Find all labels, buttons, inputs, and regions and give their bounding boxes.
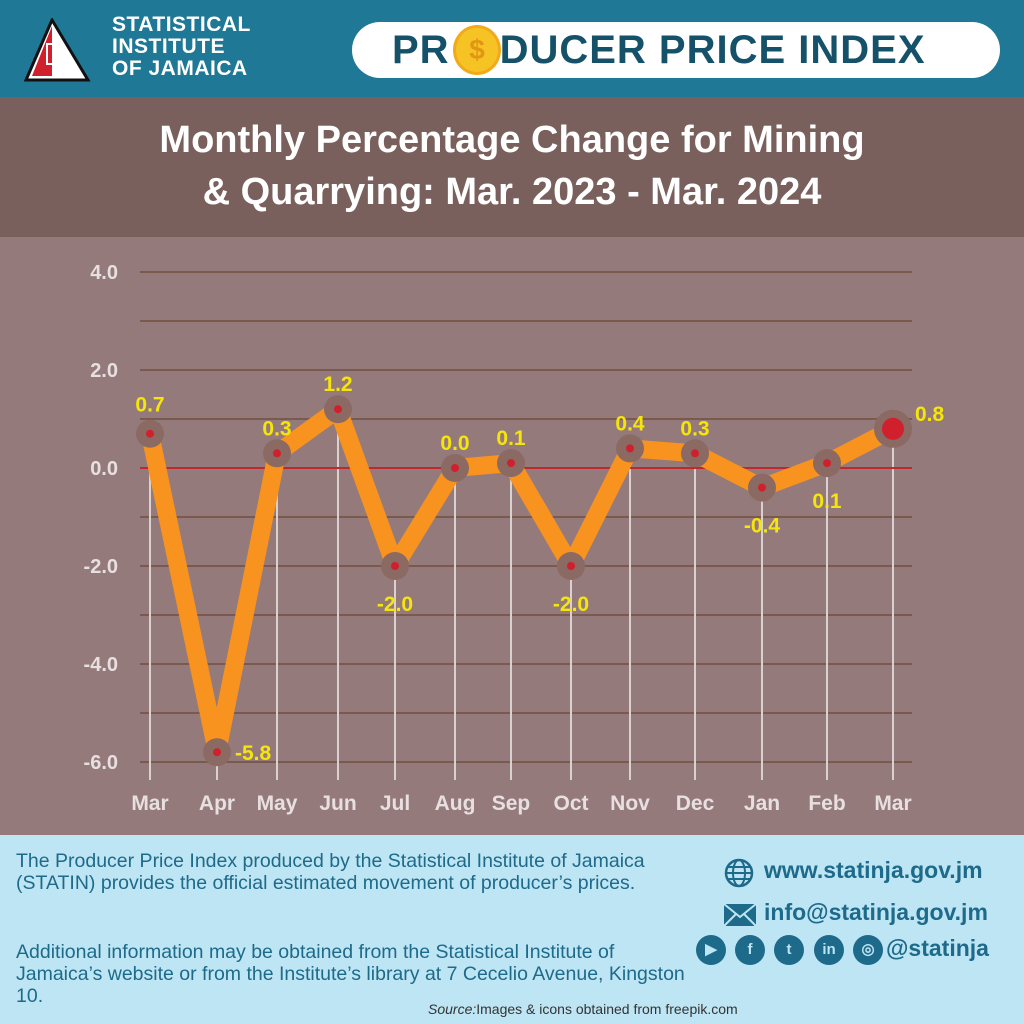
y-tick-label: 2.0 [90, 360, 118, 382]
footer-description: The Producer Price Index produced by the… [16, 850, 645, 894]
line-chart: 4.0 2.0 0.0 -2.0 -4.0 -6.0 0.7 Mar -5.8 Apr 0.3 May… [84, 262, 945, 815]
data-point [213, 748, 221, 757]
data-point [451, 464, 459, 472]
email-icon [723, 903, 757, 927]
data-point [273, 449, 281, 458]
data-point [567, 562, 575, 570]
x-tick-label: Jan [744, 792, 780, 815]
y-tick-label: -2.0 [84, 556, 118, 578]
source-note: Source:Images & icons obtained from free… [428, 1001, 738, 1017]
footer-info: Additional information may be obtained f… [16, 941, 685, 1007]
x-tick-label: Nov [610, 792, 650, 815]
data-label: 0.8 [915, 403, 945, 426]
header: STATISTICAL INSTITUTE OF JAMAICA PR DUCER… [0, 0, 1024, 97]
x-tick-label: Oct [553, 792, 588, 815]
data-point [507, 459, 515, 468]
data-label: 0.0 [440, 432, 469, 455]
data-point [691, 449, 699, 458]
banner-title: PR DUCER PRICE INDEX [392, 28, 926, 73]
banner-post: DUCER PRICE INDEX [499, 28, 926, 72]
x-tick-label: Sep [492, 792, 531, 815]
x-tick-label: Feb [808, 792, 845, 815]
data-label: -2.0 [377, 593, 413, 616]
instagram-icon[interactable]: ◎ [853, 935, 883, 965]
title-line: Monthly Percentage Change for Mining [159, 119, 865, 161]
data-label: 0.3 [680, 417, 709, 440]
social-handle[interactable]: @statinja [886, 935, 989, 961]
x-tick-label: Mar [874, 792, 911, 815]
banner-pill: PR DUCER PRICE INDEX $ [352, 22, 1000, 78]
x-tick-label: Aug [435, 792, 476, 815]
source-text: Images & icons obtained from freepik.com [476, 1001, 738, 1017]
data-label: 0.7 [135, 394, 164, 417]
org-line: STATISTICAL [112, 13, 251, 36]
data-point [146, 429, 154, 438]
youtube-icon[interactable]: ▶ [696, 935, 726, 965]
data-label: 0.1 [812, 490, 842, 513]
statin-logo [23, 18, 91, 82]
data-point [334, 405, 342, 414]
data-label: -2.0 [553, 593, 589, 616]
email-link[interactable]: info@statinja.gov.jm [764, 899, 988, 925]
data-point [626, 444, 634, 453]
x-tick-label: May [257, 792, 298, 815]
data-point [823, 459, 831, 468]
facebook-icon[interactable]: f [735, 935, 765, 965]
banner-pre: PR [392, 28, 450, 72]
data-label: 0.1 [496, 427, 526, 450]
coin-icon: $ [453, 25, 501, 75]
chart-title: Monthly Percentage Change for Mining & Q… [0, 97, 1024, 237]
x-tick-label: Jul [380, 792, 410, 815]
org-line: INSTITUTE [112, 35, 225, 58]
footer: The Producer Price Index produced by the… [0, 835, 1024, 1024]
data-label: 1.2 [323, 373, 352, 396]
data-label: -0.4 [744, 515, 781, 538]
x-tick-label: Jun [319, 792, 356, 815]
org-name: STATISTICAL INSTITUTE OF JAMAICA [112, 14, 251, 80]
website-link[interactable]: www.statinja.gov.jm [764, 857, 983, 883]
title-line: & Quarrying: Mar. 2023 - Mar. 2024 [202, 171, 822, 213]
x-tick-label: Mar [131, 792, 168, 815]
data-label: 0.4 [615, 412, 645, 435]
y-tick-label: -4.0 [84, 654, 118, 676]
x-tick-label: Apr [199, 792, 235, 815]
data-point [391, 562, 399, 570]
y-tick-label: 4.0 [90, 262, 118, 284]
data-label: -5.8 [235, 742, 272, 765]
data-point [758, 483, 766, 492]
linkedin-icon[interactable]: in [814, 935, 844, 965]
globe-icon [724, 858, 754, 888]
source-label: Source: [428, 1001, 477, 1017]
x-tick-label: Dec [676, 792, 715, 815]
data-label: 0.3 [262, 417, 291, 440]
org-line: OF JAMAICA [112, 57, 248, 80]
y-tick-label: 0.0 [90, 458, 118, 480]
data-point [882, 417, 904, 440]
twitter-icon[interactable]: t [774, 935, 804, 965]
y-tick-label: -6.0 [84, 752, 118, 774]
